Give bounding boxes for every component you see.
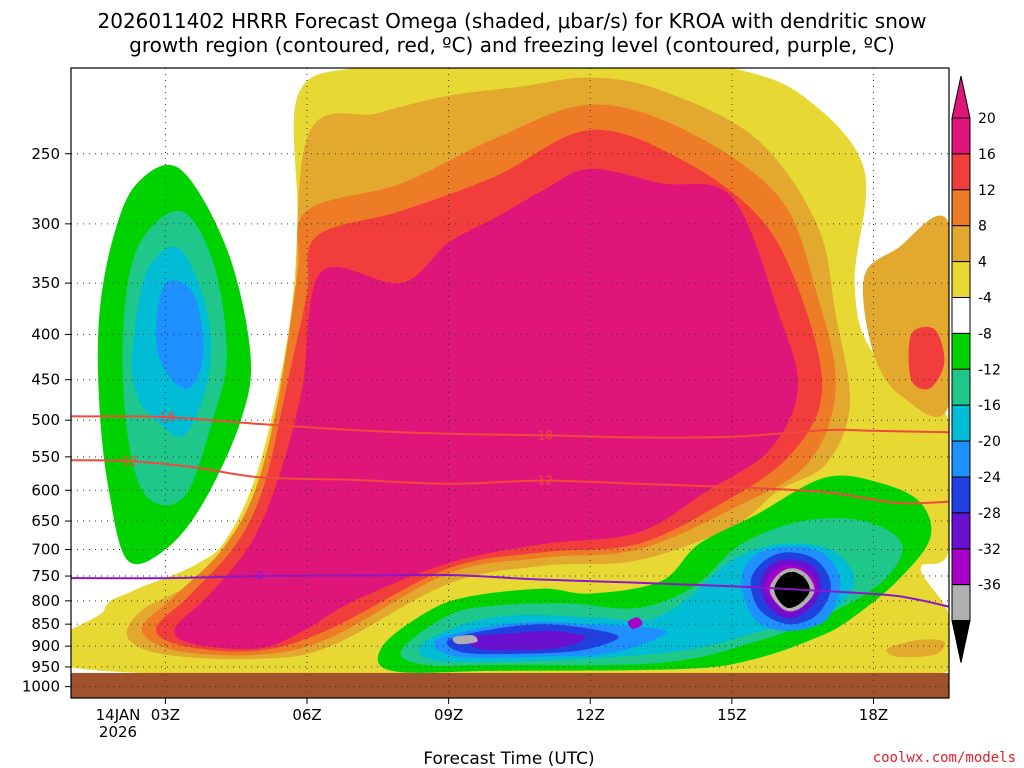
colorbar-swatch — [951, 332, 971, 370]
x-tick-label: 03Z — [151, 706, 180, 724]
colorbar-label: 8 — [978, 219, 987, 235]
x-tick-label: 12Z — [576, 706, 605, 724]
colorbar-bottom-arrow — [951, 620, 971, 663]
y-tick-label: 950 — [31, 658, 60, 676]
y-axis: 250 300 350 400 450 500 550 600 650 700 750 800 850 9… — [22, 145, 71, 696]
y-tick-label: 700 — [31, 541, 60, 559]
omega-region-24 — [452, 635, 478, 645]
y-tick-label: 650 — [31, 512, 60, 530]
ground-layer — [71, 672, 949, 698]
colorbar-swatch — [951, 189, 971, 227]
y-tick-label: 450 — [31, 371, 60, 389]
colorbar-swatch — [951, 117, 971, 155]
omega-region-18 — [465, 630, 586, 651]
omega-region-4 — [174, 168, 799, 650]
y-tick-label: 750 — [31, 567, 60, 585]
x-tick-label: 06Z — [292, 706, 321, 724]
colorbar-label: 20 — [978, 111, 996, 127]
colorbar-label: -4 — [978, 291, 992, 307]
dgz-contour-minus12 — [71, 459, 949, 505]
colorbar-label: -8 — [978, 326, 992, 342]
colorbar-top-arrow — [951, 75, 971, 119]
y-tick-label: 600 — [31, 481, 60, 499]
y-tick-label: 850 — [31, 615, 60, 633]
colorbar-swatch — [951, 153, 971, 191]
date-label-year: 2026 — [99, 723, 137, 741]
dgz-contour-minus18-label: -18 — [156, 410, 176, 424]
y-tick-label: 800 — [31, 592, 60, 610]
date-label-day: 14JAN — [96, 706, 141, 724]
colorbar-label: -12 — [978, 362, 1001, 378]
dgz-contour-minus12-label: -12 — [533, 474, 553, 488]
credit-link[interactable]: coolwx.com/models — [873, 750, 1016, 766]
y-tick-label: 900 — [31, 637, 60, 655]
dgz-contour-minus18 — [71, 415, 949, 439]
colorbar-label: 16 — [978, 147, 996, 163]
omega-shading — [71, 68, 949, 679]
y-tick-label: 550 — [31, 448, 60, 466]
y-tick-label: 1000 — [22, 678, 60, 696]
x-tick-label: 09Z — [434, 706, 463, 724]
colorbar-swatch — [951, 404, 971, 442]
colorbar-swatch — [951, 225, 971, 263]
colorbar-label: -24 — [978, 470, 1001, 486]
x-axis: 03Z 06Z 09Z 12Z 15Z 18Z — [151, 698, 888, 724]
x-tick-label: 18Z — [859, 706, 888, 724]
colorbar-swatch — [951, 476, 971, 514]
colorbar-label: -16 — [978, 398, 1001, 414]
colorbar-swatch — [951, 584, 971, 622]
colorbar-label: -28 — [978, 506, 1001, 522]
dgz-contour-minus12-label: -12 — [118, 454, 138, 468]
y-tick-label: 500 — [31, 411, 60, 429]
omega-region-21 — [627, 617, 643, 629]
colorbar-swatch — [951, 297, 971, 334]
x-axis-label: Forecast Time (UTC) — [423, 749, 594, 768]
dgz-contour-minus18-label: -18 — [533, 428, 553, 442]
y-tick-label: 400 — [31, 325, 60, 343]
y-tick-label: 350 — [31, 274, 60, 292]
colorbar-swatch — [951, 261, 971, 299]
chart-title-line1: 2026011402 HRRR Forecast Omega (shaded, … — [98, 9, 927, 33]
colorbar: 20 16 12 8 4 -4 -8 -12 -16 -20 -24 -28 -32 -36 — [951, 75, 1001, 663]
freezing-level-contour-label: 0 — [256, 569, 264, 583]
omega-region-6 — [908, 326, 945, 390]
chart-title-line2: growth region (contoured, red, ºC) and f… — [129, 33, 895, 57]
colorbar-label: 4 — [978, 255, 987, 271]
freezing-level-contour — [71, 573, 949, 608]
omega-region-26 — [886, 639, 945, 658]
colorbar-label: -20 — [978, 434, 1001, 450]
y-tick-label: 300 — [31, 215, 60, 233]
plot-frame — [70, 67, 950, 699]
x-tick-label: 15Z — [717, 706, 746, 724]
colorbar-swatch — [951, 440, 971, 478]
colorbar-label: -32 — [978, 542, 1001, 558]
y-tick-label: 250 — [31, 145, 60, 163]
colorbar-label: -36 — [978, 578, 1001, 594]
ground-surface — [71, 672, 949, 698]
colorbar-swatch — [951, 512, 971, 550]
colorbar-swatch — [951, 548, 971, 586]
grid-lines — [71, 68, 949, 698]
contour-lines: -18 -18 -12 -12 0 — [71, 410, 949, 608]
colorbar-label: 12 — [978, 183, 996, 199]
colorbar-swatch — [951, 368, 971, 406]
